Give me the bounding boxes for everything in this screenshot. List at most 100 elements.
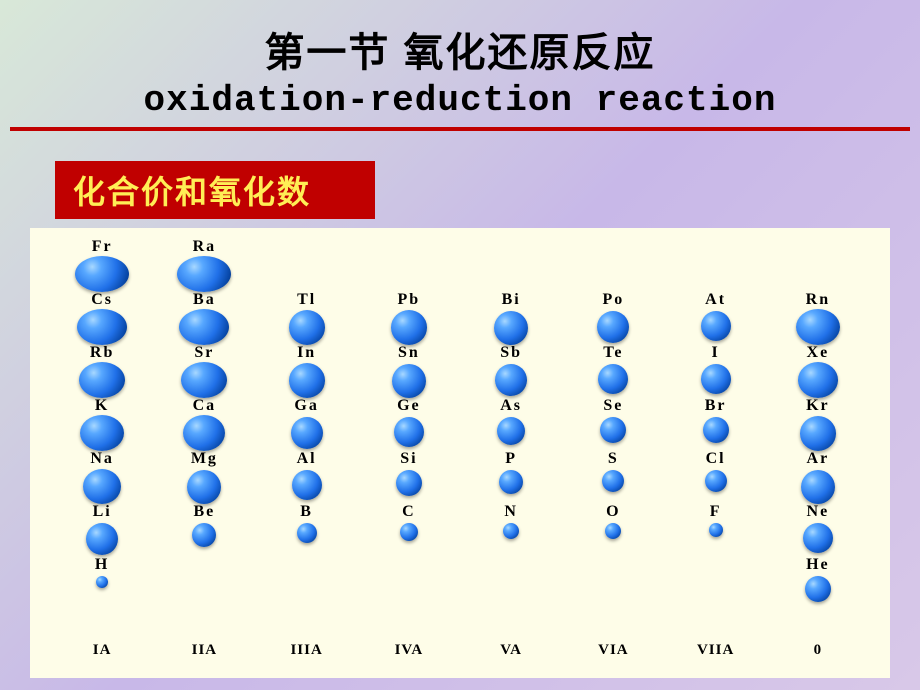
atom-sphere-icon [499,470,523,494]
element-symbol: Li [93,505,112,521]
element-cell [668,558,764,610]
element-symbol: Cl [706,452,726,468]
atom-sphere-icon [701,364,731,394]
element-symbol: O [606,505,620,521]
element-cell: Li [54,505,150,557]
group-cell: 0 [770,611,866,663]
group-label: VIA [598,642,629,659]
group-cell: VA [463,611,559,663]
element-cell [668,240,764,292]
element-cell: Al [259,452,355,504]
group-cell: VIA [565,611,661,663]
element-symbol: Na [90,452,114,467]
atom-sphere-icon [86,523,118,555]
atom-sphere-icon [181,362,227,398]
element-symbol: Ra [193,240,217,254]
element-symbol: Ga [294,399,318,415]
element-cell: Na [54,452,150,504]
element-cell: S [565,452,661,504]
atom-sphere-icon [602,470,624,492]
element-cell [259,240,355,292]
element-symbol: Al [297,452,317,468]
element-cell: Te [565,346,661,398]
element-symbol: As [500,399,522,415]
element-cell: Tl [259,293,355,345]
group-label: IA [93,642,112,659]
element-symbol: Te [603,346,623,362]
element-cell: Br [668,399,764,451]
element-symbol: Rb [90,346,114,360]
element-cell [463,240,559,292]
group-cell: IA [54,611,150,663]
atom-sphere-icon [187,470,221,504]
divider-line [10,127,910,131]
element-cell: Xe [770,346,866,398]
group-label: 0 [814,642,823,659]
atom-sphere-icon [292,470,322,500]
element-cell: Ga [259,399,355,451]
atom-sphere-icon [709,523,723,537]
atom-sphere-icon [600,417,626,443]
element-symbol: B [300,505,313,521]
atom-sphere-icon [289,310,325,345]
element-cell: Ra [156,240,252,292]
element-cell: Ne [770,505,866,557]
atom-sphere-icon [96,576,108,588]
title-english: oxidation-reduction reaction [0,80,920,121]
element-cell: In [259,346,355,398]
group-label: IIIA [290,642,322,659]
element-cell: I [668,346,764,398]
element-symbol: He [806,558,830,574]
element-symbol: F [710,505,722,521]
periodic-grid: FrRaCsBaTlPbBiPoAtRnRbSrInSnSbTeIXeKCaGa… [54,240,866,670]
element-cell: Sr [156,346,252,398]
title-block: 第一节 氧化还原反应 oxidation-reduction reaction [0,0,920,121]
atom-sphere-icon [805,576,831,602]
element-cell [770,240,866,292]
element-cell: Mg [156,452,252,504]
element-cell: Ba [156,293,252,345]
element-cell: Po [565,293,661,345]
atom-sphere-icon [396,470,422,496]
element-cell [259,558,355,610]
element-cell: Sb [463,346,559,398]
atom-sphere-icon [798,362,838,398]
element-symbol: Sr [194,346,214,360]
element-symbol: Kr [806,399,830,414]
atom-sphere-icon [803,523,833,553]
element-cell [156,558,252,610]
atom-sphere-icon [179,309,229,345]
element-cell: Cs [54,293,150,345]
atom-sphere-icon [80,415,124,451]
atom-sphere-icon [289,363,325,398]
element-symbol: K [95,399,109,413]
atom-sphere-icon [705,470,727,492]
atom-sphere-icon [297,523,317,543]
element-cell: F [668,505,764,557]
element-cell: N [463,505,559,557]
atom-sphere-icon [291,417,323,449]
group-cell: VIIA [668,611,764,663]
element-cell [361,558,457,610]
atom-sphere-icon [394,417,424,447]
element-symbol: Ba [193,293,216,307]
atom-sphere-icon [598,364,628,394]
element-symbol: Ca [193,399,217,413]
atom-sphere-icon [801,470,835,504]
element-symbol: Se [603,399,623,415]
element-cell: Ar [770,452,866,504]
element-cell: Fr [54,240,150,292]
atom-sphere-icon [392,364,426,398]
group-cell: IIIA [259,611,355,663]
atom-sphere-icon [183,415,225,451]
element-symbol: In [297,346,316,361]
atom-sphere-icon [77,309,127,345]
element-symbol: Rn [806,293,830,307]
subtitle-text: 化合价和氧化数 [73,174,311,210]
atom-sphere-icon [800,416,836,451]
atom-sphere-icon [503,523,519,539]
atom-sphere-icon [75,256,129,292]
title-chinese: 第一节 氧化还原反应 [0,20,920,78]
atom-sphere-icon [497,417,525,445]
element-cell [463,558,559,610]
